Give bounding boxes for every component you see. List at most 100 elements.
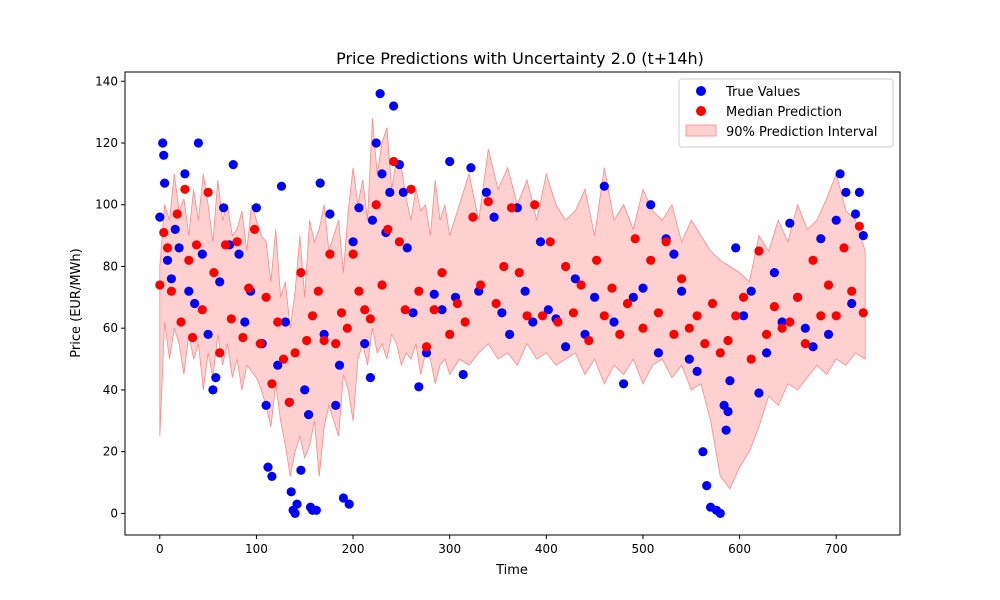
true-value-point bbox=[731, 243, 741, 253]
legend-true-values-label: True Values bbox=[725, 85, 800, 100]
true-value-point bbox=[599, 181, 609, 191]
median-prediction-point bbox=[406, 184, 416, 194]
true-value-point bbox=[847, 298, 857, 309]
median-prediction-point bbox=[615, 329, 625, 339]
true-value-point bbox=[429, 289, 439, 299]
y-tick-label: 140 bbox=[95, 74, 118, 88]
true-value-point bbox=[219, 203, 229, 213]
median-prediction-point bbox=[307, 311, 318, 321]
median-prediction-point bbox=[342, 323, 352, 333]
y-axis-ticks: 0 20 40 60 80 100 120 140 bbox=[95, 74, 125, 520]
median-prediction-point bbox=[638, 323, 648, 333]
true-value-point bbox=[489, 212, 499, 222]
true-value-point bbox=[304, 410, 314, 420]
median-prediction-point bbox=[491, 298, 501, 309]
median-prediction-point bbox=[414, 286, 424, 296]
median-prediction-point bbox=[319, 335, 329, 346]
median-prediction-point bbox=[261, 292, 271, 302]
y-tick-label: 120 bbox=[95, 136, 118, 150]
median-prediction-point bbox=[184, 255, 194, 265]
median-prediction-point bbox=[284, 397, 294, 407]
true-value-point bbox=[816, 234, 826, 244]
median-prediction-point bbox=[166, 286, 176, 296]
true-value-point bbox=[267, 471, 277, 481]
median-prediction-point bbox=[209, 268, 219, 278]
median-prediction-point bbox=[176, 317, 186, 327]
true-value-point bbox=[331, 400, 341, 410]
median-prediction-point bbox=[530, 200, 540, 210]
true-value-point bbox=[669, 249, 679, 259]
true-value-point bbox=[184, 286, 194, 296]
median-prediction-point bbox=[592, 255, 602, 265]
legend-interval-swatch bbox=[685, 124, 717, 137]
true-value-point bbox=[570, 274, 580, 284]
median-prediction-point bbox=[267, 379, 277, 389]
true-value-point bbox=[389, 101, 399, 111]
median-prediction-point bbox=[180, 184, 190, 194]
median-prediction-point bbox=[537, 311, 548, 321]
median-prediction-point bbox=[599, 311, 609, 321]
true-value-point bbox=[360, 339, 370, 349]
median-prediction-point bbox=[389, 156, 399, 167]
median-prediction-point bbox=[700, 339, 710, 349]
true-value-point bbox=[371, 138, 381, 148]
median-prediction-point bbox=[823, 280, 834, 290]
true-value-point bbox=[445, 156, 455, 167]
true-value-point bbox=[290, 508, 300, 518]
median-prediction-point bbox=[777, 323, 787, 333]
true-value-point bbox=[808, 342, 818, 352]
true-value-point bbox=[458, 369, 468, 380]
median-prediction-point bbox=[847, 286, 857, 296]
median-prediction-point bbox=[244, 283, 254, 293]
true-value-point bbox=[197, 249, 207, 259]
true-value-point bbox=[619, 379, 629, 389]
true-value-point bbox=[174, 243, 184, 253]
true-value-point bbox=[414, 382, 424, 392]
true-value-point bbox=[211, 373, 221, 383]
median-prediction-point bbox=[197, 305, 207, 315]
true-value-point bbox=[785, 218, 795, 228]
median-prediction-point bbox=[215, 348, 225, 358]
true-value-point bbox=[251, 203, 261, 213]
median-prediction-point bbox=[754, 246, 764, 256]
median-prediction-layer bbox=[155, 156, 868, 407]
median-prediction-point bbox=[445, 329, 455, 339]
x-axis-ticks: 0 100 200 300 400 500 600 700 bbox=[156, 535, 848, 556]
true-value-point bbox=[276, 181, 287, 191]
median-prediction-point bbox=[421, 342, 432, 352]
y-tick-label: 0 bbox=[110, 506, 118, 520]
true-value-point bbox=[365, 373, 375, 383]
true-value-point bbox=[715, 508, 725, 518]
median-prediction-point bbox=[653, 308, 664, 318]
true-value-point bbox=[831, 215, 841, 225]
true-value-point bbox=[609, 317, 619, 327]
median-prediction-point bbox=[746, 354, 756, 364]
median-prediction-point bbox=[360, 305, 370, 315]
median-prediction-point bbox=[162, 243, 173, 253]
true-value-point bbox=[280, 317, 290, 327]
true-value-point bbox=[628, 292, 638, 302]
median-prediction-point bbox=[858, 308, 868, 318]
median-prediction-point bbox=[336, 308, 347, 318]
true-value-point bbox=[497, 308, 507, 318]
median-prediction-point bbox=[354, 286, 364, 296]
median-prediction-point bbox=[429, 305, 439, 315]
median-prediction-point bbox=[646, 255, 656, 265]
median-prediction-point bbox=[584, 335, 594, 346]
median-prediction-point bbox=[255, 339, 265, 349]
true-value-point bbox=[367, 215, 377, 225]
true-value-point bbox=[725, 376, 735, 386]
true-value-point bbox=[338, 493, 348, 503]
legend-interval-label: 90% Prediction Interval bbox=[726, 125, 878, 140]
median-prediction-point bbox=[232, 237, 242, 247]
true-value-point bbox=[292, 499, 302, 509]
legend-box bbox=[678, 78, 894, 148]
x-tick-label: 400 bbox=[535, 542, 558, 556]
true-value-point bbox=[590, 292, 600, 302]
median-prediction-point bbox=[661, 237, 671, 247]
median-prediction-point bbox=[191, 240, 202, 250]
true-value-point bbox=[311, 505, 321, 515]
median-prediction-point bbox=[159, 227, 169, 238]
median-prediction-point bbox=[155, 280, 165, 290]
